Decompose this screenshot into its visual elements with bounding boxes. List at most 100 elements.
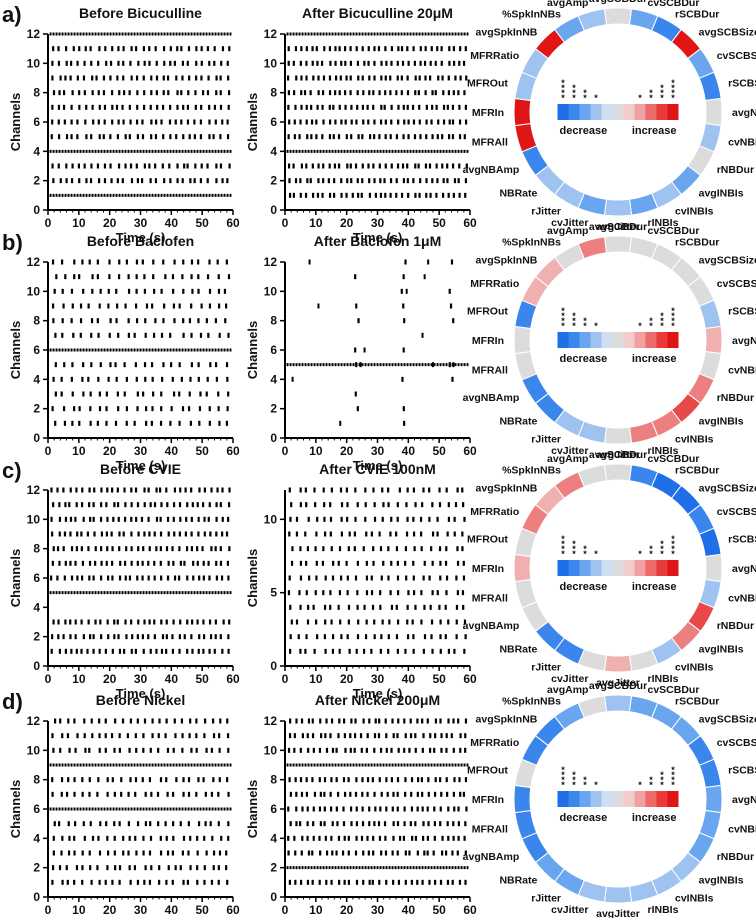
spike (127, 332, 130, 338)
spike (136, 178, 140, 184)
spike (111, 119, 114, 125)
spike (217, 791, 220, 797)
spike (56, 487, 59, 493)
spike (162, 46, 166, 52)
spike (433, 879, 437, 885)
spike (121, 718, 125, 724)
spike (93, 487, 96, 493)
spike (68, 502, 71, 508)
spike (215, 163, 218, 169)
wheel-label: avgSCBSize (699, 482, 756, 494)
spike (321, 560, 324, 566)
significance-star: * (671, 544, 675, 554)
spike (88, 502, 91, 508)
spike (330, 777, 333, 783)
spike (161, 634, 165, 640)
spike (360, 835, 364, 841)
spike (340, 531, 344, 537)
spike (414, 90, 417, 96)
significance-star: * (660, 539, 664, 549)
spike (78, 274, 81, 280)
spike (61, 288, 64, 294)
spike (85, 104, 88, 110)
spike (120, 777, 123, 783)
spike (324, 648, 327, 654)
significance-star: * (561, 311, 565, 321)
spike (172, 835, 175, 841)
spike (344, 60, 347, 66)
wheel-segment-avgSCBDur (603, 235, 633, 254)
y-tick-label: 4 (270, 372, 277, 386)
spike (200, 303, 203, 309)
spike (171, 879, 174, 885)
spike (225, 865, 228, 871)
spike (129, 777, 132, 783)
spike (419, 178, 422, 184)
scale-swatch (656, 332, 668, 348)
spike (361, 791, 364, 797)
spike (106, 619, 109, 625)
spike (295, 619, 299, 625)
spike (328, 192, 332, 198)
spike (167, 90, 170, 96)
spike (63, 531, 67, 537)
spike (434, 733, 437, 739)
spike (203, 634, 206, 640)
spike (173, 60, 176, 66)
spike (64, 75, 67, 81)
spike (323, 777, 327, 783)
wheel-label: rJitter (531, 662, 561, 674)
spike (439, 560, 442, 566)
y-axis-label: Channels (245, 93, 260, 152)
spike (175, 75, 178, 81)
spike (299, 502, 302, 508)
spike (403, 747, 406, 753)
spike (335, 777, 338, 783)
spike (300, 90, 303, 96)
spike (356, 590, 359, 596)
wheel-segment-avgNBDur (704, 325, 723, 355)
spike (301, 835, 304, 841)
spike (210, 791, 214, 797)
wheel-label: cvJitter (551, 217, 588, 229)
spike (329, 791, 332, 797)
spike (445, 590, 448, 596)
spike (141, 134, 145, 140)
spike (392, 821, 395, 827)
spike (111, 46, 114, 52)
scale-swatch (656, 791, 668, 807)
spike (421, 332, 424, 338)
spike (144, 865, 147, 871)
spike (368, 821, 371, 827)
spike (159, 850, 163, 856)
spike (93, 531, 96, 537)
spike (214, 119, 217, 125)
spike (51, 119, 54, 125)
significance-star: * (572, 88, 576, 98)
significance-star: * (660, 549, 664, 559)
significance-star: * (561, 316, 565, 326)
spike (451, 134, 455, 140)
spike (100, 546, 103, 552)
spike (426, 718, 429, 724)
spike (383, 821, 387, 827)
spike (142, 75, 145, 81)
spike (104, 718, 107, 724)
spike (310, 104, 313, 110)
spike (70, 288, 74, 294)
spike (136, 560, 139, 566)
spike (175, 777, 178, 783)
spike (365, 560, 368, 566)
spike (51, 60, 54, 66)
spike (140, 516, 144, 522)
spike (397, 747, 400, 753)
spike (201, 546, 204, 552)
spike (346, 634, 349, 640)
spike (293, 835, 296, 841)
y-tick-label: 2 (270, 861, 277, 875)
spike (329, 604, 332, 610)
spike (363, 60, 366, 66)
spike (412, 560, 415, 566)
spike (429, 192, 432, 198)
spike (366, 733, 369, 739)
